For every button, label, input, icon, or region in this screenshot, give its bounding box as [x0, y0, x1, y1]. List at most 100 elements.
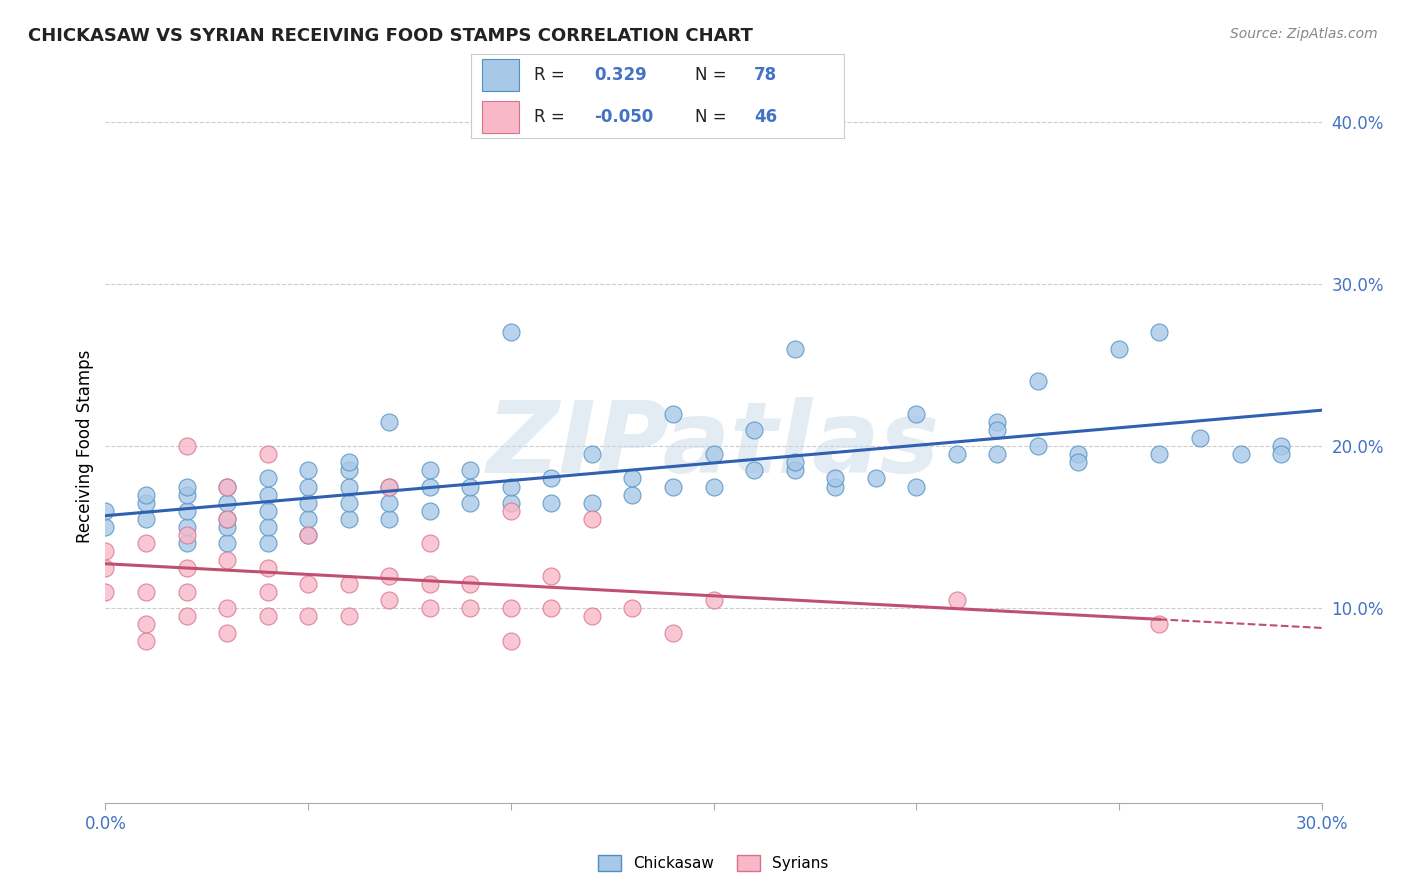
Point — [337, 463, 360, 477]
Point — [1149, 447, 1171, 461]
Point — [256, 471, 278, 485]
Point — [217, 520, 239, 534]
Point — [419, 463, 441, 477]
Point — [621, 471, 644, 485]
Point — [458, 463, 481, 477]
Point — [458, 479, 481, 493]
Point — [1067, 455, 1090, 469]
Point — [662, 407, 685, 421]
Point — [176, 560, 198, 574]
Point — [824, 471, 846, 485]
Point — [419, 479, 441, 493]
Point — [176, 585, 198, 599]
Point — [256, 609, 278, 624]
Point — [581, 609, 603, 624]
Point — [783, 463, 806, 477]
Point — [256, 447, 278, 461]
Point — [824, 479, 846, 493]
Point — [378, 479, 401, 493]
Point — [337, 479, 360, 493]
Point — [865, 471, 887, 485]
Point — [905, 407, 928, 421]
Point — [297, 463, 319, 477]
Point — [540, 601, 562, 615]
Point — [499, 504, 522, 518]
Point — [1229, 447, 1251, 461]
Point — [337, 512, 360, 526]
Point — [1270, 447, 1292, 461]
Point — [419, 504, 441, 518]
Point — [337, 455, 360, 469]
Point — [337, 496, 360, 510]
Point — [905, 479, 928, 493]
Point — [176, 504, 198, 518]
Point — [217, 496, 239, 510]
Point — [1270, 439, 1292, 453]
Point — [986, 447, 1008, 461]
Point — [581, 496, 603, 510]
Point — [378, 512, 401, 526]
Point — [176, 439, 198, 453]
Point — [702, 479, 725, 493]
Text: Source: ZipAtlas.com: Source: ZipAtlas.com — [1230, 27, 1378, 41]
Point — [419, 601, 441, 615]
Point — [256, 560, 278, 574]
Point — [176, 479, 198, 493]
Point — [499, 479, 522, 493]
Point — [378, 496, 401, 510]
Point — [256, 488, 278, 502]
Point — [176, 536, 198, 550]
Point — [378, 479, 401, 493]
Point — [217, 552, 239, 566]
Point — [297, 479, 319, 493]
Point — [378, 415, 401, 429]
Bar — [482, 101, 519, 133]
Point — [94, 585, 117, 599]
Point — [378, 593, 401, 607]
Text: 78: 78 — [754, 66, 778, 84]
Point — [256, 536, 278, 550]
Point — [337, 577, 360, 591]
Point — [94, 560, 117, 574]
Point — [94, 520, 117, 534]
Point — [297, 609, 319, 624]
Point — [176, 520, 198, 534]
Point — [1189, 431, 1212, 445]
Point — [135, 488, 157, 502]
Point — [458, 496, 481, 510]
Point — [1108, 342, 1130, 356]
Point — [217, 479, 239, 493]
Point — [378, 568, 401, 582]
Point — [217, 512, 239, 526]
Point — [297, 577, 319, 591]
Point — [499, 601, 522, 615]
Point — [94, 544, 117, 558]
Point — [742, 423, 765, 437]
Point — [135, 617, 157, 632]
Text: ZIPatlas: ZIPatlas — [486, 398, 941, 494]
Point — [702, 447, 725, 461]
Point — [499, 496, 522, 510]
Text: 46: 46 — [754, 108, 778, 126]
Point — [499, 633, 522, 648]
Point — [986, 415, 1008, 429]
Point — [540, 496, 562, 510]
Point — [176, 528, 198, 542]
Point — [986, 423, 1008, 437]
Point — [419, 536, 441, 550]
Point — [297, 512, 319, 526]
Y-axis label: Receiving Food Stamps: Receiving Food Stamps — [76, 350, 94, 542]
Point — [297, 528, 319, 542]
Point — [256, 520, 278, 534]
Point — [783, 455, 806, 469]
Point — [1026, 374, 1049, 388]
Point — [217, 601, 239, 615]
Point — [135, 633, 157, 648]
Point — [176, 609, 198, 624]
Point — [217, 536, 239, 550]
Point — [135, 512, 157, 526]
Point — [419, 577, 441, 591]
Point — [458, 601, 481, 615]
Point — [621, 601, 644, 615]
Point — [702, 593, 725, 607]
